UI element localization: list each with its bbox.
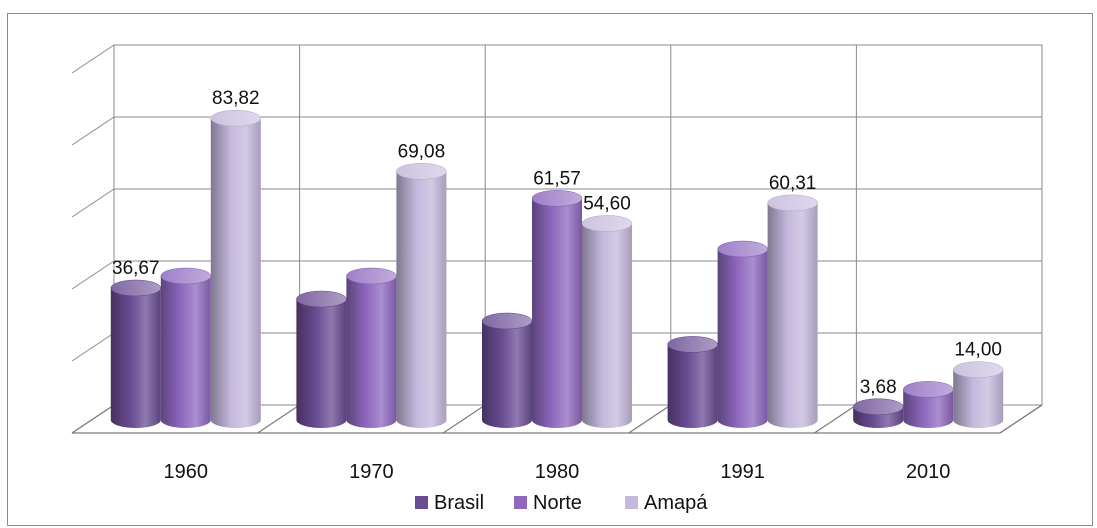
gridline-side (71, 44, 115, 74)
bar-norte-1970 (346, 267, 397, 428)
data-label-norte-1980: 61,57 (533, 168, 581, 189)
bar-body (767, 202, 818, 428)
data-label-amapa-2010: 14,00 (954, 340, 1002, 361)
bar-brasil-1980 (481, 312, 533, 428)
bar-top (717, 240, 768, 258)
floor-divider (628, 404, 672, 434)
bar-top (581, 215, 633, 232)
bar-brasil-1991 (667, 336, 718, 428)
data-label-amapa-1970: 69,08 (398, 141, 446, 162)
bar-body (210, 118, 261, 428)
gridline-side (71, 260, 115, 290)
bar-top (110, 279, 162, 297)
floor-divider (814, 404, 857, 434)
bar-amapa-1970 (396, 163, 447, 428)
x-tick-label-1991: 1991 (720, 461, 765, 483)
bar-body (346, 276, 397, 428)
bar-norte-1980 (531, 190, 583, 428)
floor (71, 404, 1043, 434)
gridline-side (71, 116, 115, 146)
bar-norte-2010 (902, 381, 954, 428)
bar-brasil-1960 (110, 279, 162, 428)
legend-swatch-norte (514, 496, 527, 509)
data-label-brasil-1960: 36,67 (112, 258, 160, 279)
bar-top (902, 381, 954, 398)
floor-divider (442, 404, 486, 434)
bar-amapa-2010 (952, 361, 1004, 428)
data-label-amapa-1960: 83,82 (212, 88, 260, 109)
bar-top (396, 163, 447, 180)
legend: Brasil Norte Amapá (415, 492, 708, 514)
x-tick-label-1960: 1960 (164, 461, 209, 483)
bar-body (160, 276, 211, 428)
bar-brasil-1970 (296, 290, 347, 428)
legend-swatch-brasil (415, 496, 428, 509)
floor-divider (71, 404, 115, 434)
legend-label-amapa: Amapá (644, 492, 708, 514)
x-tick-label-1970: 1970 (349, 461, 394, 483)
bar-amapa-1980 (581, 215, 633, 428)
legend-label-brasil: Brasil (434, 492, 484, 514)
data-label-amapa-1991: 60,31 (769, 173, 817, 194)
bar-body (110, 287, 161, 428)
x-axis-labels: 1960 1970 1980 1991 2010 (164, 461, 951, 483)
bar-body (717, 249, 768, 428)
bar-body (953, 369, 1004, 428)
legend-swatch-amapa (625, 496, 638, 509)
bar-top (852, 398, 904, 416)
bar-brasil-2010 (852, 398, 904, 428)
bar-top (296, 290, 347, 308)
x-tick-label-1980: 1980 (535, 461, 580, 483)
gridline-side (71, 188, 115, 218)
floor-divider (257, 404, 300, 434)
legend-label-norte: Norte (533, 492, 582, 514)
bar-body (532, 198, 582, 428)
bar-top (481, 312, 533, 330)
x-tick-label-2010: 2010 (906, 461, 951, 483)
bar-norte-1991 (717, 240, 768, 428)
bar-top (160, 267, 212, 285)
bar-body (582, 223, 632, 428)
floor-divider (999, 404, 1043, 434)
data-label-amapa-1980: 54,60 (583, 193, 631, 214)
data-label-brasil-2010: 3,68 (860, 377, 897, 398)
bar-norte-1960 (160, 267, 212, 428)
bar-top (531, 190, 583, 207)
gridline-side (71, 332, 115, 362)
bar-top (767, 194, 818, 212)
bar-body (482, 321, 532, 428)
bar-body (903, 389, 954, 428)
bar-top (346, 267, 397, 285)
bar-top (667, 336, 718, 353)
bar-amapa-1960 (210, 109, 262, 428)
bar-amapa-1991 (767, 194, 818, 428)
bar-body (667, 344, 718, 428)
bars (110, 109, 1004, 428)
bar-top (210, 109, 262, 127)
bar-body (296, 299, 347, 428)
bar-body (396, 171, 447, 428)
bar-top (952, 361, 1004, 378)
